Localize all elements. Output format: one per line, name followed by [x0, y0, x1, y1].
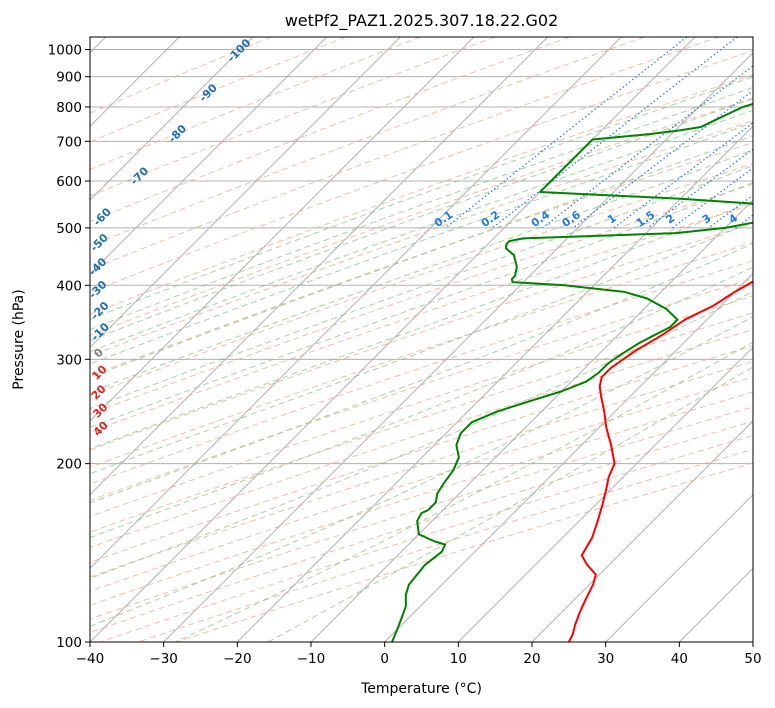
moist-adiabat: [267, 366, 753, 642]
x-tick-label: −40: [76, 651, 105, 667]
y-tick-label: 700: [56, 134, 82, 150]
moist-adiabat: [90, 109, 753, 353]
chart-title: wetPf2_PAZ1.2025.307.18.22.G02: [285, 11, 559, 31]
y-tick-label: 500: [56, 221, 82, 237]
moist-adiabat: [90, 200, 753, 450]
mixing-ratio-line: [542, 65, 753, 229]
moist-adiabat: [90, 76, 753, 320]
isotherm: [310, 199, 753, 642]
x-tick-label: 50: [744, 651, 761, 667]
profile-lines: [391, 102, 753, 642]
y-tick-label: 400: [56, 278, 82, 294]
dry-adiabat: [90, 345, 753, 563]
x-tick-label: 20: [523, 651, 540, 667]
isotherm: [90, 37, 696, 642]
x-tick-label: −10: [297, 651, 326, 667]
mixing-ratio-line: [672, 167, 753, 229]
dry-adiabat: [138, 448, 753, 642]
dry-adiabat: [90, 420, 753, 633]
temperature-profile: [567, 280, 753, 642]
y-tick-label: 900: [56, 70, 82, 86]
isotherm: [90, 37, 622, 570]
plot-frame: [89, 36, 754, 643]
y-tick-label: 300: [56, 352, 82, 368]
isotherm: [90, 37, 328, 275]
isotherm: [236, 125, 753, 642]
x-tick-label: 40: [671, 651, 688, 667]
moist-adiabat: [90, 242, 753, 504]
axes: −40 −30 −20 −10 0 10 20 30 40 50 100 200 300 400 500 60…: [48, 43, 762, 667]
dry-adiabat: [90, 37, 645, 247]
x-tick-label: −30: [149, 651, 178, 667]
y-tick-label: 100: [56, 635, 82, 651]
y-tick-label: 800: [56, 100, 82, 116]
isotherm: [90, 37, 549, 496]
dry-adiabat: [90, 37, 496, 197]
isotherm: [163, 51, 753, 642]
moist-adiabat: [90, 164, 753, 410]
y-tick-label: 200: [56, 457, 82, 473]
y-tick-label: 600: [56, 174, 82, 190]
moist-adiabat: [90, 181, 753, 428]
x-axis-title: Temperature (°C): [360, 681, 482, 697]
isotherm: [90, 37, 254, 201]
dry-adiabat: [176, 462, 753, 642]
x-tick-label: 0: [380, 651, 389, 667]
dry-adiabat: [90, 120, 753, 357]
x-tick-label: 10: [450, 651, 467, 667]
isotherm: [90, 37, 475, 422]
dry-adiabat: [90, 37, 720, 271]
plot-area: [90, 37, 753, 642]
x-tick-label: 30: [597, 651, 614, 667]
dry-adiabat: [90, 37, 421, 171]
isotherm: [531, 420, 753, 642]
dry-adiabat: [90, 328, 753, 548]
mixing-ratio-line: [572, 89, 753, 229]
isotherm: [605, 493, 753, 642]
moist-adiabat: [90, 86, 753, 331]
moist-adiabat: [90, 98, 753, 341]
dry-adiabat: [90, 142, 753, 377]
moist-adiabat: [90, 266, 753, 539]
y-axis-title: Pressure (hPa): [11, 289, 27, 389]
dry-adiabat: [100, 434, 753, 642]
isotherm: [752, 641, 753, 642]
y-tick-label: 1000: [48, 43, 82, 59]
dry-adiabat: [90, 50, 753, 293]
dry-adiabat: [90, 37, 346, 143]
dewpoint-profile: [391, 102, 753, 642]
isotherm: [457, 346, 753, 642]
dry-adiabat: [90, 97, 753, 336]
isotherm: [90, 37, 401, 349]
background-lines: [90, 37, 753, 642]
moist-adiabat: [90, 291, 753, 579]
x-tick-label: −20: [223, 651, 252, 667]
isotherm: [384, 272, 753, 642]
